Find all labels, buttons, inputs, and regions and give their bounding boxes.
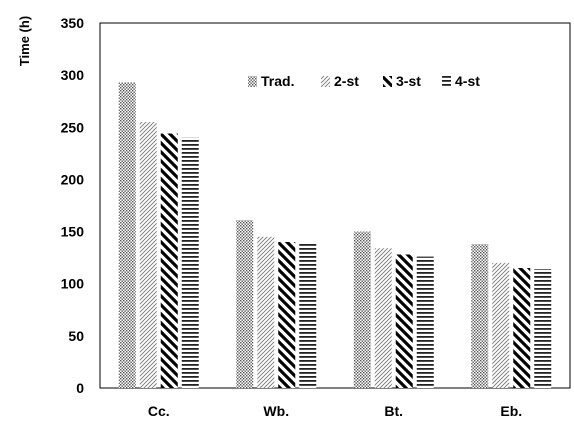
bar-4-st-eb <box>534 269 552 388</box>
bar-4-st-wb <box>299 243 317 388</box>
bar-2-st-bt <box>374 248 392 388</box>
y-tick-label: 350 <box>61 15 85 31</box>
y-tick-label: 300 <box>61 67 85 83</box>
bar-trad--bt <box>353 231 371 388</box>
bar-2-st-cc <box>139 122 157 389</box>
x-tick-label: Bt. <box>384 403 403 419</box>
bar-2-st-eb <box>492 262 510 388</box>
bar-trad--wb <box>236 220 254 388</box>
bar-3-st-wb <box>278 242 296 388</box>
bar-3-st-cc <box>160 133 178 388</box>
y-tick-label: 50 <box>68 328 84 344</box>
legend-label: 3-st <box>396 73 421 89</box>
legend-label: 2-st <box>334 73 359 89</box>
legend-swatch <box>248 76 257 87</box>
bar-3-st-bt <box>395 254 413 388</box>
legend-label: Trad. <box>261 73 294 89</box>
legend-swatch <box>321 76 330 87</box>
y-axis-title: Time (h) <box>17 16 32 66</box>
legend-swatch <box>442 76 451 87</box>
bar-3-st-eb <box>513 268 531 388</box>
y-tick-label: 150 <box>61 224 85 240</box>
y-tick-label: 200 <box>61 171 85 187</box>
x-tick-label: Eb. <box>500 403 522 419</box>
legend-swatch <box>383 76 392 87</box>
y-tick-label: 250 <box>61 119 85 135</box>
y-tick-label: 0 <box>76 380 84 396</box>
bar-2-st-wb <box>257 236 275 388</box>
legend-label: 4-st <box>455 73 480 89</box>
bar-4-st-cc <box>181 137 199 388</box>
bar-4-st-bt <box>416 256 434 388</box>
x-tick-label: Cc. <box>148 403 170 419</box>
x-tick-label: Wb. <box>263 403 289 419</box>
bar-trad--eb <box>471 244 489 388</box>
plot-area <box>99 22 571 389</box>
legend: Trad. 2-st 3-st 4-st <box>248 73 480 89</box>
y-tick-label: 100 <box>61 276 85 292</box>
bar-trad--cc <box>118 82 136 388</box>
